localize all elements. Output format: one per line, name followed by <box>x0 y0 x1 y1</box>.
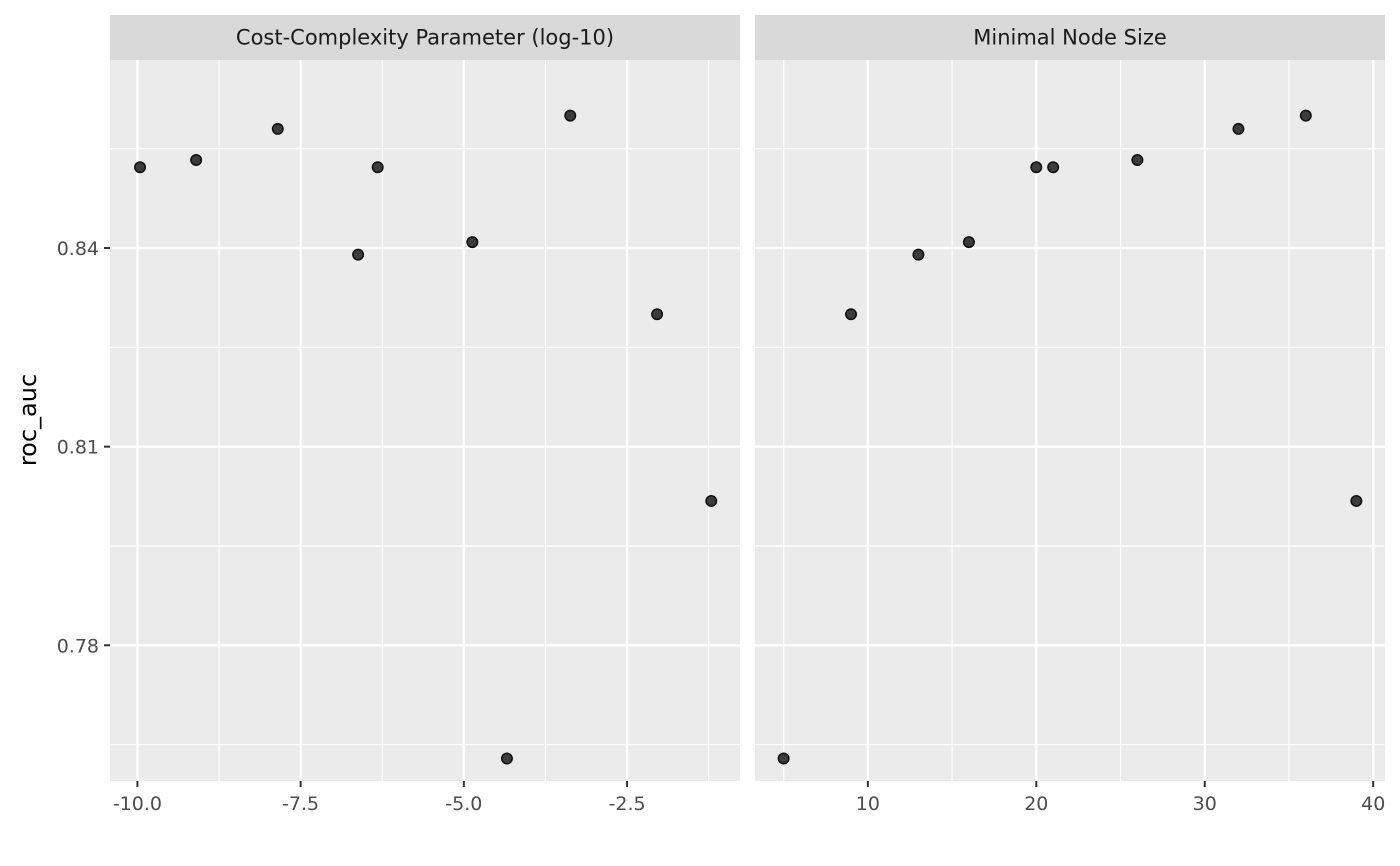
data-point <box>1047 161 1060 174</box>
x-tick-label: 30 <box>1193 793 1217 815</box>
y-axis: 0.78 0.81 0.84 <box>57 238 110 657</box>
data-point <box>1299 109 1312 122</box>
data-point <box>1350 494 1363 507</box>
x-tick-label: -2.5 <box>609 793 646 815</box>
facet-strip <box>755 15 1385 60</box>
panel-background <box>755 60 1385 781</box>
data-point <box>1030 161 1043 174</box>
facet-strip-label: Cost-Complexity Parameter (log-10) <box>236 26 614 50</box>
data-point <box>352 248 365 261</box>
data-point <box>134 161 147 174</box>
data-point <box>564 109 577 122</box>
data-point <box>500 752 513 765</box>
y-tick-label: 0.78 <box>57 635 99 657</box>
y-tick-label: 0.84 <box>57 238 99 260</box>
data-point <box>705 494 718 507</box>
data-point <box>1232 122 1245 135</box>
facet-panel-2: Minimal Node Size 10 20 30 40 <box>755 15 1385 815</box>
x-tick-label: -5.0 <box>445 793 482 815</box>
data-point <box>962 236 975 249</box>
facet-panel-1: Cost-Complexity Parameter (log-10) -10.0 -… <box>110 15 740 815</box>
data-point <box>912 248 925 261</box>
data-point <box>845 308 858 321</box>
x-tick-label: 40 <box>1361 793 1385 815</box>
data-point <box>651 308 664 321</box>
y-tick-label: 0.81 <box>57 437 99 459</box>
facet-strip <box>110 15 740 60</box>
y-axis-title: roc_auc <box>14 374 42 466</box>
data-point <box>466 236 479 249</box>
data-point <box>190 153 203 166</box>
x-tick-label: -7.5 <box>282 793 319 815</box>
x-tick-label: 20 <box>1024 793 1048 815</box>
data-point <box>271 122 284 135</box>
data-point <box>1131 153 1144 166</box>
x-tick-label: -10.0 <box>113 793 162 815</box>
facet-strip-label: Minimal Node Size <box>973 26 1167 50</box>
x-tick-label: 10 <box>856 793 880 815</box>
panels-layer: Cost-Complexity Parameter (log-10) -10.0 -… <box>110 15 1385 815</box>
data-point <box>777 752 790 765</box>
panel-background <box>110 60 740 781</box>
data-point <box>371 161 384 174</box>
